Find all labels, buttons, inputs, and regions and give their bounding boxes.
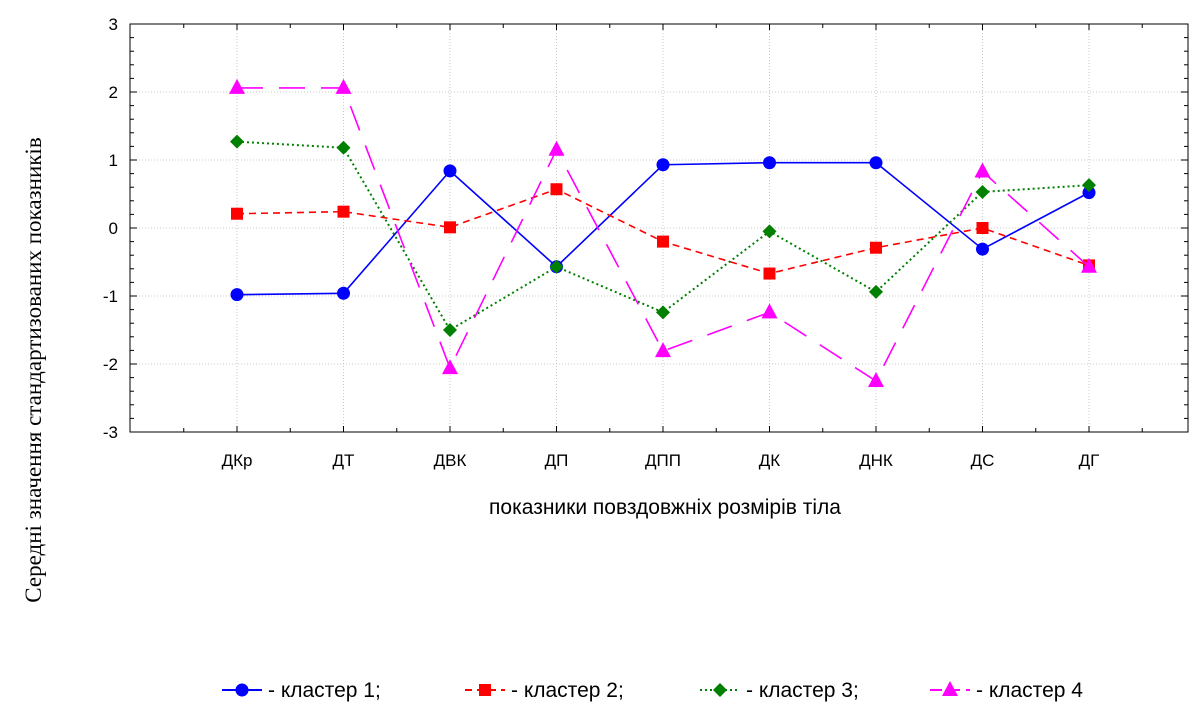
series-line (237, 87, 1090, 383)
x-tick-label: ДВК (434, 451, 467, 470)
data-point (335, 78, 352, 94)
x-tick-label: ДП (545, 451, 569, 470)
axes: -3 -2 -1 0 1 2 3 ДКр ДТ ДВК ДП ДПП ДК ДНК ДС ДГ (103, 15, 1188, 470)
legend-marker (235, 683, 249, 697)
legend-label: - кластер 1; (268, 679, 381, 702)
grid (130, 24, 1188, 432)
y-axis-title: Середні значення стандартизованих показн… (21, 137, 46, 603)
data-point (656, 305, 670, 320)
data-point (869, 156, 883, 170)
y-tick-label: 0 (109, 219, 118, 238)
y-tick-label: -1 (103, 287, 118, 306)
data-point (975, 184, 990, 199)
data-point (763, 267, 776, 280)
data-point (549, 259, 564, 274)
data-point (762, 224, 777, 239)
data-point (442, 359, 458, 375)
x-tick-label: ДС (971, 451, 995, 470)
data-point (976, 242, 989, 256)
legend-marker (942, 681, 958, 696)
data-point (550, 183, 563, 196)
data-point (337, 205, 350, 218)
series-3 (230, 134, 1096, 337)
data-point (976, 222, 989, 234)
data-point (870, 241, 882, 254)
x-axis-title: показники повздовжніх розмірів тіла (489, 496, 841, 519)
data-point (230, 134, 244, 149)
x-tick-label: ДТ (333, 451, 355, 470)
x-tick-label: ДКр (222, 451, 253, 470)
legend-label: - кластер 3; (746, 679, 859, 702)
data-point (336, 140, 351, 155)
y-tick-label: 2 (109, 83, 118, 102)
data-point (655, 342, 671, 358)
data-point (231, 207, 243, 220)
data-point (1081, 257, 1097, 273)
data-point (230, 288, 244, 302)
y-tick-label: 3 (109, 15, 118, 34)
legend-marker (479, 684, 491, 696)
data-point (548, 140, 565, 156)
data-point (1082, 186, 1096, 200)
data-point (869, 284, 883, 299)
series-lines (229, 78, 1097, 387)
legend-label: - кластер 2; (511, 679, 624, 702)
series-line (236, 140, 1090, 332)
x-tick-label: ДНК (859, 451, 893, 470)
data-point (444, 221, 456, 234)
series-4 (229, 78, 1097, 387)
legend-item-3: - кластер 3; (700, 679, 859, 702)
legend-item-4: - кластер 4 (930, 679, 1083, 702)
data-point (229, 78, 245, 94)
data-point (868, 372, 884, 387)
legend-item-2: - кластер 2; (465, 679, 624, 702)
data-point (974, 162, 991, 178)
data-point (657, 235, 669, 248)
y-tick-label: -2 (103, 355, 118, 374)
legend: - кластер 1; - кластер 2; - кластер 3; - кл… (222, 679, 1083, 702)
data-point (337, 286, 350, 300)
data-point (443, 164, 457, 178)
data-point (763, 156, 776, 170)
legend-label: - кластер 4 (976, 679, 1083, 702)
x-tick-label: ДГ (1079, 451, 1100, 470)
y-tick-label: 1 (109, 151, 118, 170)
y-tick-label: -3 (103, 423, 118, 442)
data-point (1082, 178, 1096, 193)
legend-marker (713, 683, 727, 697)
legend-item-1: - кластер 1; (222, 679, 381, 702)
data-point (761, 303, 778, 319)
x-tick-label: ДК (759, 451, 781, 470)
x-tick-label: ДПП (645, 451, 681, 470)
data-point (443, 323, 457, 337)
data-point (656, 158, 670, 172)
